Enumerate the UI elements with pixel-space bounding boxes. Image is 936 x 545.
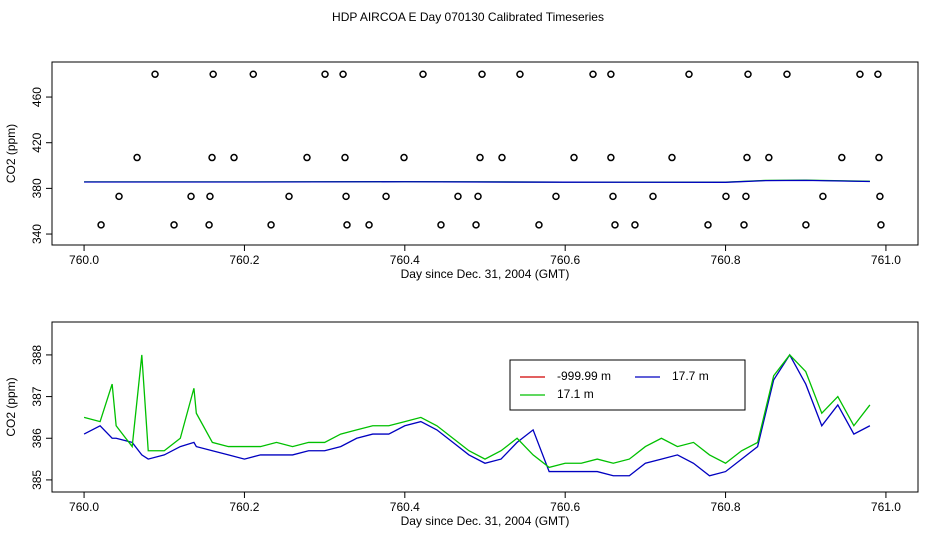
calibration-point xyxy=(498,153,506,162)
x-tick-label: 760.6 xyxy=(550,500,580,514)
legend-label: -999.99 m xyxy=(557,369,611,383)
calibration-point xyxy=(819,192,827,201)
calibration-point xyxy=(552,192,560,201)
calibration-point xyxy=(478,70,486,78)
y-axis-label: CO2 (ppm) xyxy=(4,124,18,183)
page-title: HDP AIRCOA E Day 070130 Calibrated Times… xyxy=(332,10,604,24)
calibration-point xyxy=(342,192,350,201)
x-tick-label: 760.8 xyxy=(711,500,741,514)
x-axis-label: Day since Dec. 31, 2004 (GMT) xyxy=(401,267,570,281)
x-tick-label: 760.2 xyxy=(229,500,259,514)
x-tick-label: 760.0 xyxy=(69,500,99,514)
calibration-point xyxy=(744,70,752,78)
calibration-point xyxy=(649,192,657,201)
x-tick-label: 760.8 xyxy=(711,253,741,267)
calibration-point xyxy=(208,153,216,162)
calibration-point xyxy=(704,221,712,229)
calibration-point xyxy=(838,153,846,162)
calibration-point xyxy=(97,221,105,229)
y-tick-label: 460 xyxy=(30,87,44,107)
data-line xyxy=(83,353,871,477)
calibration-point xyxy=(454,192,462,201)
calibration-point xyxy=(267,221,275,229)
legend-label: 17.7 m xyxy=(672,369,709,383)
calibration-point xyxy=(685,70,693,78)
calibration-point xyxy=(740,221,748,229)
calibration-point xyxy=(321,70,329,78)
calibration-point xyxy=(187,192,195,201)
legend-box xyxy=(509,359,746,411)
calibration-point xyxy=(365,221,373,229)
calibration-point xyxy=(474,192,482,201)
calibration-point xyxy=(877,221,885,229)
calibration-point xyxy=(743,153,751,162)
y-tick-label: 380 xyxy=(30,178,44,198)
calibration-point xyxy=(802,221,810,229)
legend-label: 17.1 m xyxy=(557,387,594,401)
x-axis-label: Day since Dec. 31, 2004 (GMT) xyxy=(401,514,570,528)
calibration-point xyxy=(115,192,123,201)
y-tick-label: 386 xyxy=(30,428,44,448)
calibration-point xyxy=(783,70,791,78)
data-line xyxy=(84,179,870,183)
y-axis-label: CO2 (ppm) xyxy=(4,377,18,436)
y-tick-label: 420 xyxy=(30,132,44,152)
data-line xyxy=(83,353,871,469)
plot-frame xyxy=(51,61,919,246)
calibration-point xyxy=(570,153,578,162)
calibration-point xyxy=(607,153,615,162)
calibration-point xyxy=(611,221,619,229)
y-tick-label: 385 xyxy=(30,470,44,490)
calibration-point xyxy=(668,153,676,162)
calibration-point xyxy=(339,70,347,78)
y-tick-label: 388 xyxy=(30,345,44,365)
calibration-point xyxy=(400,153,408,162)
x-tick-label: 760.2 xyxy=(229,253,259,267)
calibration-point xyxy=(742,192,750,201)
x-tick-label: 761.0 xyxy=(871,253,901,267)
calibration-point xyxy=(249,70,258,78)
calibration-point xyxy=(151,70,159,78)
calibration-point xyxy=(535,221,543,229)
calibration-point xyxy=(875,153,883,162)
calibration-point xyxy=(341,153,349,162)
calibration-point xyxy=(285,192,293,201)
calibration-point xyxy=(607,70,615,78)
calibration-point xyxy=(589,70,597,78)
calibration-point xyxy=(419,70,427,78)
calibration-point xyxy=(876,192,884,201)
x-tick-label: 760.6 xyxy=(550,253,580,267)
calibration-point xyxy=(631,221,639,229)
calibration-point xyxy=(722,192,730,201)
calibration-point xyxy=(343,221,351,229)
calibration-point xyxy=(874,70,882,78)
x-tick-label: 760.4 xyxy=(390,253,420,267)
calibration-point xyxy=(303,153,311,162)
calibration-point xyxy=(382,192,390,201)
calibration-point xyxy=(516,70,524,78)
calibration-point xyxy=(205,221,213,229)
x-tick-label: 760.4 xyxy=(390,500,420,514)
calibration-point xyxy=(209,70,217,78)
calibration-point xyxy=(472,221,480,229)
plot-frame xyxy=(51,321,919,493)
calibration-point xyxy=(170,221,178,229)
calibration-point xyxy=(230,153,238,162)
calibration-point xyxy=(476,153,484,162)
calibration-point xyxy=(133,153,141,162)
calibration-point xyxy=(437,221,445,229)
x-tick-label: 760.0 xyxy=(69,253,99,267)
calibration-point xyxy=(765,153,773,162)
x-tick-label: 761.0 xyxy=(871,500,901,514)
y-tick-label: 340 xyxy=(30,224,44,244)
y-tick-label: 387 xyxy=(30,386,44,406)
calibration-point xyxy=(206,192,214,201)
calibration-point xyxy=(609,192,617,201)
calibration-point xyxy=(856,70,864,78)
